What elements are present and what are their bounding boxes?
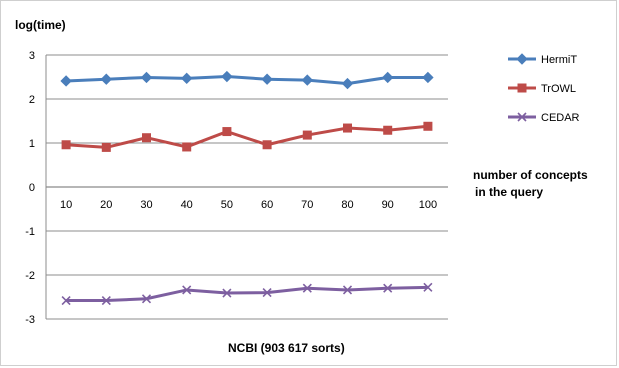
series-line <box>66 75 428 86</box>
x-tick-label: 50 <box>221 199 233 211</box>
data-point <box>222 288 232 298</box>
series-line <box>66 124 429 149</box>
legend-marker <box>516 53 528 65</box>
x-tick-label: 10 <box>60 199 72 211</box>
legend: HermiT TrOWL CEDAR <box>508 53 580 124</box>
series-trowl <box>61 121 433 152</box>
data-point <box>383 283 393 293</box>
y-tick-label: -3 <box>25 314 35 326</box>
legend-item-trowl: TrOWL <box>508 83 576 95</box>
data-point <box>61 140 71 150</box>
x-tick-label: 40 <box>181 199 193 211</box>
legend-marker <box>517 83 527 93</box>
data-point <box>141 294 152 304</box>
x-tick-label: 80 <box>341 199 353 211</box>
data-point <box>261 73 273 85</box>
x-tick-label: 100 <box>419 199 437 211</box>
data-point <box>302 130 312 140</box>
y-tick-label: 3 <box>29 50 35 62</box>
y-tick-label: 2 <box>29 94 35 106</box>
x-axis-note-line-1: number of concepts <box>473 168 588 182</box>
x-tick-label: 90 <box>382 199 394 211</box>
x-tick-label: 20 <box>100 199 112 211</box>
legend-item-hermit: HermiT <box>508 53 577 66</box>
data-point <box>180 72 193 85</box>
data-point <box>100 73 113 85</box>
data-point <box>262 288 272 298</box>
data-point <box>60 75 72 87</box>
y-tick-label: -2 <box>25 270 35 282</box>
data-point <box>262 140 272 150</box>
data-point <box>301 74 314 86</box>
data-point <box>221 70 233 83</box>
data-point <box>422 71 434 84</box>
data-point <box>182 142 192 152</box>
series-hermit <box>60 70 434 90</box>
legend-item-cedar: CEDAR <box>508 112 580 124</box>
x-tick-label: 70 <box>301 199 313 211</box>
data-point <box>343 123 352 133</box>
data-point <box>61 295 71 306</box>
legend-label: CEDAR <box>541 112 580 124</box>
data-point <box>101 295 111 306</box>
data-point <box>341 77 354 90</box>
data-point <box>383 125 393 135</box>
data-point <box>342 285 353 295</box>
series-cedar <box>61 282 433 306</box>
x-tick-label: 30 <box>140 199 152 211</box>
legend-marker <box>517 112 527 122</box>
legend-label: TrOWL <box>541 83 576 95</box>
data-point <box>140 71 153 84</box>
data-point <box>182 285 192 295</box>
legend-label: HermiT <box>541 54 577 66</box>
y-tick-label: 1 <box>29 138 35 150</box>
x-axis-note-line-2: in the query <box>475 185 543 199</box>
data-point <box>222 127 232 137</box>
data-point <box>142 133 151 143</box>
data-point <box>381 71 394 84</box>
x-axis-title: NCBI (903 617 sorts) <box>228 341 345 355</box>
data-point <box>423 121 433 131</box>
y-tick-label: 0 <box>29 182 35 194</box>
gridlines <box>45 54 448 320</box>
y-axis-title: log(time) <box>15 18 66 32</box>
series-line <box>66 285 428 303</box>
data-point <box>302 283 312 293</box>
series-layer <box>60 70 434 306</box>
data-point <box>423 282 433 292</box>
x-tick-label: 60 <box>261 199 273 211</box>
data-point <box>101 142 111 152</box>
y-tick-label: -1 <box>25 226 35 238</box>
